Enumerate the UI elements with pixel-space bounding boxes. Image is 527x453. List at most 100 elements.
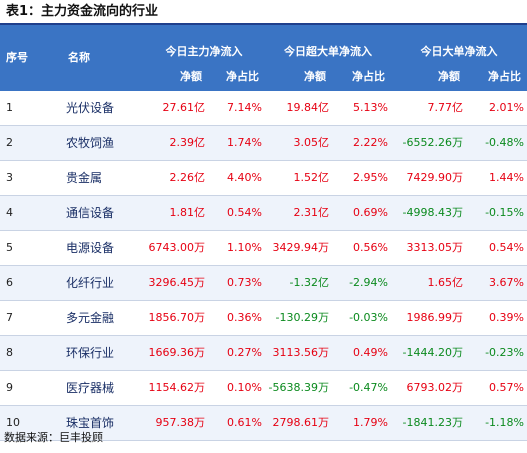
capital-flow-table: 序号 名称 今日主力净流入 今日超大单净流入 今日大单净流入 净额 净占比 净额… [0,25,527,441]
net-amount: 3113.56万 [265,335,332,371]
table-row: 1 光伏设备 27.61亿 7.14% 19.84亿 5.13% 7.77亿 2.01% [0,91,527,126]
table-row: 10 珠宝首饰 957.38万 0.61% 2798.61万 1.79% -1841.23万… [0,405,527,441]
header-net: 净额 [143,63,208,91]
row-index: 7 [0,300,58,336]
header-name: 名称 [58,25,143,91]
header-ratio: 净占比 [208,63,265,91]
industry-name: 珠宝首饰 [58,405,143,441]
net-amount: 1.65亿 [391,265,466,301]
net-ratio: 5.13% [332,91,391,126]
net-ratio: -0.03% [332,300,391,336]
table-row: 7 多元金融 1856.70万 0.36% -130.29万 -0.03% 1986.99万… [0,300,527,336]
net-ratio: 1.79% [332,405,391,441]
table-row: 8 环保行业 1669.36万 0.27% 3113.56万 0.49% -1444.20万… [0,335,527,371]
net-amount: 2.31亿 [265,195,332,231]
row-index: 8 [0,335,58,371]
net-ratio: 1.10% [208,230,265,266]
net-amount: 1856.70万 [143,300,208,336]
net-amount: -1444.20万 [391,335,466,371]
industry-name: 通信设备 [58,195,143,231]
net-ratio: 0.73% [208,265,265,301]
row-index: 9 [0,370,58,406]
industry-name: 贵金属 [58,160,143,196]
row-index: 5 [0,230,58,266]
net-amount: 3313.05万 [391,230,466,266]
net-ratio: 0.54% [466,230,527,266]
net-amount: -5638.39万 [265,370,332,406]
net-amount: 19.84亿 [265,91,332,126]
industry-name: 光伏设备 [58,91,143,126]
header-group-super-large: 今日超大单净流入 [265,25,391,63]
header-group-main: 今日主力净流入 [143,25,265,63]
net-ratio: 3.67% [466,265,527,301]
table-row: 5 电源设备 6743.00万 1.10% 3429.94万 0.56% 3313.05万 0… [0,230,527,266]
net-amount: -130.29万 [265,300,332,336]
industry-name: 电源设备 [58,230,143,266]
net-ratio: -0.23% [466,335,527,371]
industry-name: 医疗器械 [58,370,143,406]
industry-name: 化纤行业 [58,265,143,301]
net-ratio: 0.54% [208,195,265,231]
net-ratio: 0.36% [208,300,265,336]
header-row-metrics: 净额 净占比 净额 净占比 净额 净占比 [0,63,527,91]
net-amount: 7429.90万 [391,160,466,196]
table-row: 2 农牧饲渔 2.39亿 1.74% 3.05亿 2.22% -6552.26万 -0.48% [0,125,527,161]
net-amount: 3429.94万 [265,230,332,266]
net-ratio: 0.27% [208,335,265,371]
net-ratio: 2.01% [466,91,527,126]
net-ratio: 1.74% [208,125,265,161]
industry-name: 多元金融 [58,300,143,336]
industry-name: 环保行业 [58,335,143,371]
net-ratio: 1.44% [466,160,527,196]
net-amount: 2.26亿 [143,160,208,196]
row-index: 4 [0,195,58,231]
net-ratio: 0.56% [332,230,391,266]
net-amount: -4998.43万 [391,195,466,231]
row-index: 2 [0,125,58,161]
table-row: 3 贵金属 2.26亿 4.40% 1.52亿 2.95% 7429.90万 1.44% [0,160,527,196]
net-ratio: -1.18% [466,405,527,441]
row-index: 1 [0,91,58,126]
header-seq: 序号 [0,25,58,91]
net-amount: 27.61亿 [143,91,208,126]
net-amount: 957.38万 [143,405,208,441]
net-ratio: 4.40% [208,160,265,196]
row-index: 6 [0,265,58,301]
net-amount: 1669.36万 [143,335,208,371]
net-amount: 3.05亿 [265,125,332,161]
net-ratio: 0.49% [332,335,391,371]
industry-name: 农牧饲渔 [58,125,143,161]
title-divider [0,23,527,25]
net-ratio: -0.48% [466,125,527,161]
net-amount: 1154.62万 [143,370,208,406]
net-ratio: 2.95% [332,160,391,196]
net-ratio: -2.94% [332,265,391,301]
header-group-large: 今日大单净流入 [391,25,527,63]
net-amount: 3296.45万 [143,265,208,301]
net-amount: 7.77亿 [391,91,466,126]
table-title: 表1：主力资金流向的行业 [6,4,159,19]
table-row: 9 医疗器械 1154.62万 0.10% -5638.39万 -0.47% 6793.02… [0,370,527,406]
net-amount: 1.81亿 [143,195,208,231]
net-amount: 6793.02万 [391,370,466,406]
net-amount: -1.32亿 [265,265,332,301]
row-index: 3 [0,160,58,196]
table-row: 4 通信设备 1.81亿 0.54% 2.31亿 0.69% -4998.43万 -0.15% [0,195,527,231]
header-ratio: 净占比 [466,63,527,91]
header-ratio: 净占比 [332,63,391,91]
table-row: 6 化纤行业 3296.45万 0.73% -1.32亿 -2.94% 1.65亿 3.67% [0,265,527,301]
net-ratio: 2.22% [332,125,391,161]
header-net: 净额 [265,63,332,91]
net-amount: 1.52亿 [265,160,332,196]
net-amount: -6552.26万 [391,125,466,161]
net-ratio: 7.14% [208,91,265,126]
net-ratio: 0.57% [466,370,527,406]
net-amount: 2798.61万 [265,405,332,441]
data-source-note: 数据来源：巨丰投顾 [4,431,103,444]
net-ratio: 0.39% [466,300,527,336]
net-ratio: -0.15% [466,195,527,231]
row-index: 10 [0,405,58,441]
net-ratio: 0.61% [208,405,265,441]
table-body: 1 光伏设备 27.61亿 7.14% 19.84亿 5.13% 7.77亿 2.01% 2 农牧… [0,91,527,441]
net-ratio: 0.69% [332,195,391,231]
